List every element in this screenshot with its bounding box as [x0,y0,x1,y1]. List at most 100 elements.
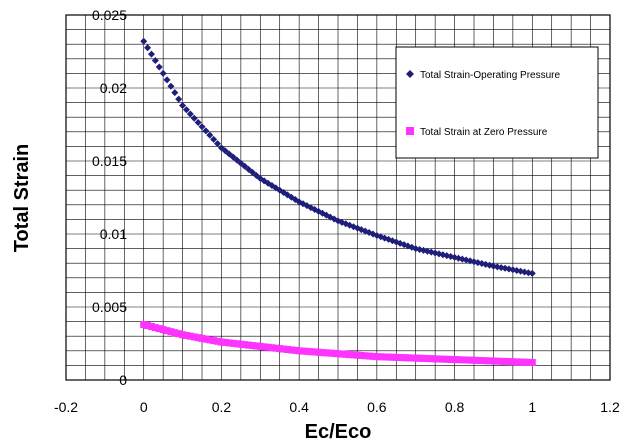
data-point [264,343,272,351]
y-tick-label: 0.025 [92,7,127,23]
data-point [276,345,284,353]
y-tick-label: 0.005 [92,299,127,315]
data-point [373,353,381,361]
data-point [155,63,163,71]
data-point [521,358,529,366]
data-point [159,326,167,334]
data-point [528,269,536,277]
data-point [509,358,517,366]
data-point [229,339,237,347]
x-tick-label: 0.8 [445,399,465,415]
series-2 [140,321,536,366]
data-point [489,357,497,365]
data-point [210,337,218,345]
data-point [225,339,233,347]
data-point [470,356,478,364]
data-point [175,95,183,103]
data-point [241,341,249,349]
data-point [155,325,163,333]
legend-box [395,46,599,159]
data-point [140,37,148,45]
data-point [144,322,152,330]
data-point [369,352,377,360]
data-point [272,344,280,352]
data-point [151,57,159,65]
data-point [350,351,358,359]
data-point [513,358,521,366]
legend-marker [406,70,414,78]
data-point [167,82,175,90]
data-point [315,348,323,356]
data-point [245,341,253,349]
data-point [427,355,435,363]
data-series [140,37,536,366]
data-point [361,352,369,360]
data-point [419,354,427,362]
data-point [365,352,373,360]
data-point [163,327,171,335]
data-point [237,340,245,348]
data-point [447,355,455,363]
data-point [202,127,210,135]
data-point [478,357,486,365]
data-point [501,357,509,365]
data-point [194,334,202,342]
data-point [283,345,291,353]
data-point [474,356,482,364]
legend-marker [406,127,414,135]
data-point [392,353,400,361]
data-point [252,342,260,350]
y-tick-label: 0.01 [100,226,127,242]
data-point [505,358,513,366]
data-point [221,338,229,346]
data-point [210,135,218,143]
data-point [486,357,494,365]
data-point [256,342,264,350]
plot-area [65,14,611,381]
data-point [451,356,459,364]
data-point [190,333,198,341]
data-point [249,342,257,350]
data-point [179,102,187,110]
data-point [280,345,288,353]
data-point [303,347,311,355]
data-point [353,351,361,359]
tick-labels: -0.2 0 0.2 0.4 0.6 0.8 1 1.2 0 0.005 0.01 0.015 0.02… [54,7,620,415]
data-point [454,356,462,364]
y-tick-label: 0.02 [100,80,127,96]
data-point [260,343,268,351]
data-point [330,349,338,357]
data-point [194,118,202,126]
data-point [163,76,171,84]
data-point [198,334,206,342]
data-point [287,346,295,354]
data-point [144,44,152,52]
data-point [268,344,276,352]
data-point [388,353,396,361]
data-point [291,346,299,354]
data-point [357,351,365,359]
legend: Total Strain-Operating Pressure Total Str… [395,46,599,159]
data-point [412,354,420,362]
data-point [311,348,319,356]
data-point [186,332,194,340]
data-point [326,349,334,357]
legend-label: Total Strain-Operating Pressure [420,70,561,81]
data-point [299,347,307,355]
data-point [190,114,198,122]
data-point [151,324,159,332]
data-point [214,337,222,345]
data-point [295,347,303,355]
data-point [497,357,505,365]
data-point [334,350,342,358]
data-point [233,340,241,348]
data-point [396,354,404,362]
data-point [431,355,439,363]
data-point [423,355,431,363]
x-tick-label: 1.2 [600,399,620,415]
data-point [206,131,214,139]
data-point [167,328,175,336]
x-tick-label: 0.6 [367,399,387,415]
x-tick-label: 0 [140,399,148,415]
